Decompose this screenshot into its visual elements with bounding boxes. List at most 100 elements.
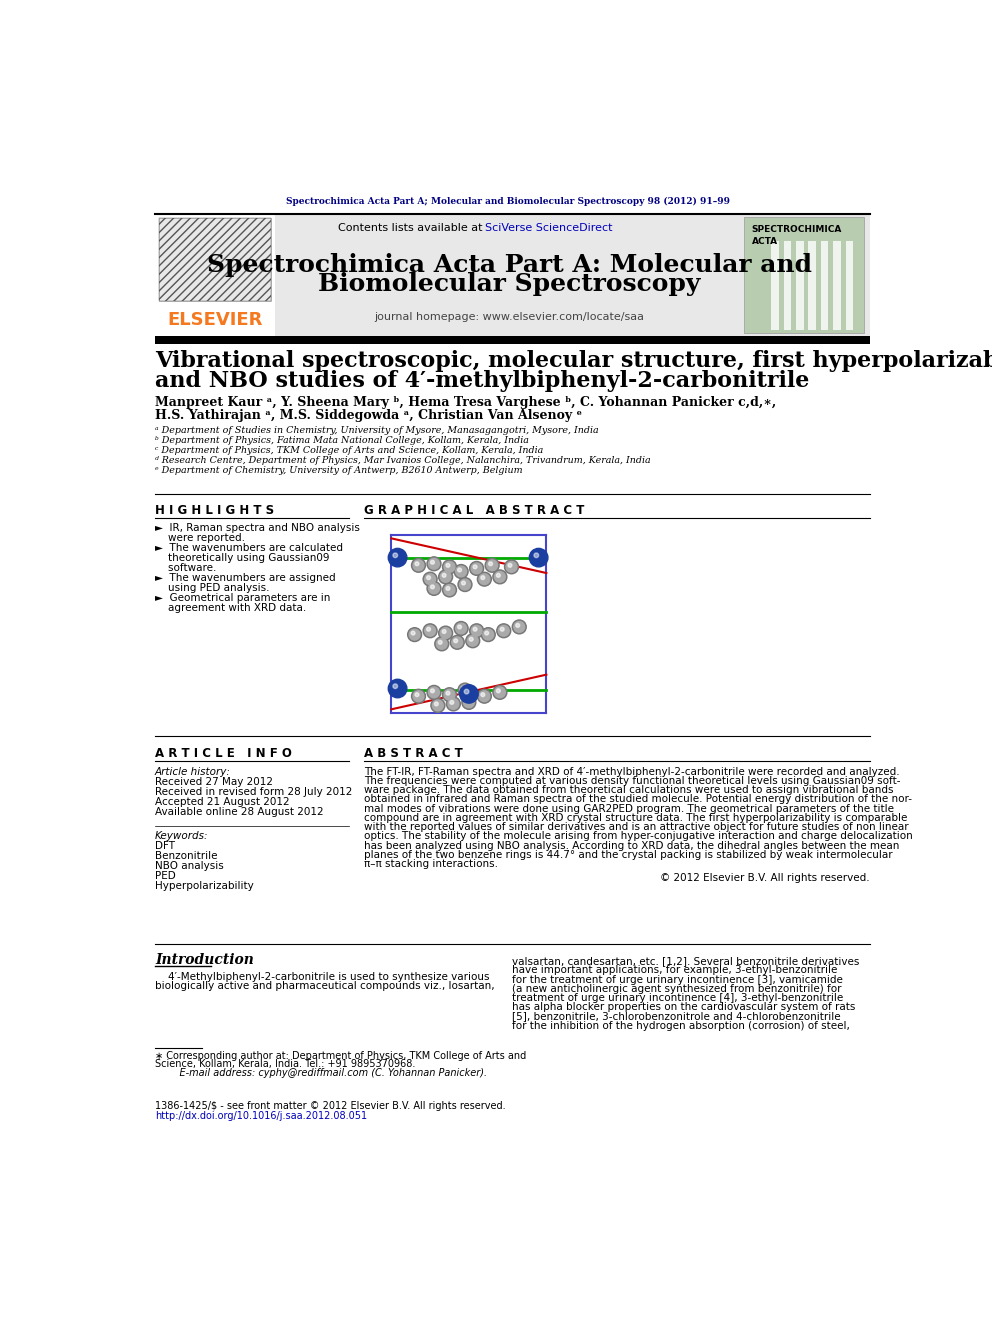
Circle shape xyxy=(459,685,478,703)
Circle shape xyxy=(496,689,500,693)
Circle shape xyxy=(512,620,526,634)
Text: 1386-1425/$ - see front matter © 2012 Elsevier B.V. All rights reserved.: 1386-1425/$ - see front matter © 2012 El… xyxy=(155,1101,506,1111)
Circle shape xyxy=(425,574,435,585)
Text: ᵉ Department of Chemistry, University of Antwerp, B2610 Antwerp, Belgium: ᵉ Department of Chemistry, University of… xyxy=(155,466,523,475)
Text: Benzonitrile: Benzonitrile xyxy=(155,852,217,861)
Circle shape xyxy=(454,565,468,578)
Bar xyxy=(364,523,866,729)
Text: Received in revised form 28 July 2012: Received in revised form 28 July 2012 xyxy=(155,787,352,798)
Circle shape xyxy=(440,572,451,582)
Circle shape xyxy=(489,562,492,566)
Circle shape xyxy=(494,572,505,582)
Circle shape xyxy=(454,622,468,635)
Text: have important applications, for example, 3-ethyl-benzonitrile: have important applications, for example… xyxy=(512,966,837,975)
Text: using PED analysis.: using PED analysis. xyxy=(155,582,270,593)
Text: for the treatment of urge urinary incontinence [3], vamicamide: for the treatment of urge urinary incont… xyxy=(512,975,842,984)
Circle shape xyxy=(427,685,441,700)
Circle shape xyxy=(485,631,489,635)
Circle shape xyxy=(444,561,455,573)
Text: SPECTROCHIMICA
ACTA: SPECTROCHIMICA ACTA xyxy=(752,225,842,246)
Circle shape xyxy=(450,700,453,704)
Circle shape xyxy=(442,688,456,701)
Circle shape xyxy=(534,553,539,557)
Circle shape xyxy=(453,639,457,643)
Circle shape xyxy=(473,565,477,569)
Circle shape xyxy=(451,636,462,648)
Text: ᵃ Department of Studies in Chemistry, University of Mysore, Manasagangotri, Myso: ᵃ Department of Studies in Chemistry, Un… xyxy=(155,426,598,435)
Circle shape xyxy=(436,639,447,650)
Text: valsartan, candesartan, etc. [1,2]. Several benzonitrile derivatives: valsartan, candesartan, etc. [1,2]. Seve… xyxy=(512,957,859,966)
Text: Received 27 May 2012: Received 27 May 2012 xyxy=(155,778,273,787)
Text: obtained in infrared and Raman spectra of the studied molecule. Potential energy: obtained in infrared and Raman spectra o… xyxy=(364,794,913,804)
Bar xyxy=(155,336,870,344)
Circle shape xyxy=(467,635,478,646)
Text: ►  IR, Raman spectra and NBO analysis: ► IR, Raman spectra and NBO analysis xyxy=(155,523,360,533)
Text: biologically active and pharmaceutical compounds viz., losartan,: biologically active and pharmaceutical c… xyxy=(155,980,495,991)
Text: DFT: DFT xyxy=(155,841,175,852)
Circle shape xyxy=(442,583,456,597)
Circle shape xyxy=(471,564,482,574)
Circle shape xyxy=(481,576,485,579)
Circle shape xyxy=(494,687,505,697)
Text: Biomolecular Spectroscopy: Biomolecular Spectroscopy xyxy=(318,273,700,296)
Circle shape xyxy=(425,626,435,636)
Text: software.: software. xyxy=(155,562,216,573)
Circle shape xyxy=(388,548,407,566)
Text: Accepted 21 August 2012: Accepted 21 August 2012 xyxy=(155,798,290,807)
Text: H I G H L I G H T S: H I G H L I G H T S xyxy=(155,504,274,517)
Circle shape xyxy=(433,700,443,710)
Circle shape xyxy=(431,699,444,712)
Circle shape xyxy=(458,683,472,697)
Circle shape xyxy=(438,626,452,640)
Circle shape xyxy=(485,558,499,573)
Text: A B S T R A C T: A B S T R A C T xyxy=(364,746,463,759)
Circle shape xyxy=(413,560,424,570)
Circle shape xyxy=(466,634,480,648)
Text: has alpha blocker properties on the cardiovascular system of rats: has alpha blocker properties on the card… xyxy=(512,1003,855,1012)
Text: ►  Geometrical parameters are in: ► Geometrical parameters are in xyxy=(155,593,330,603)
Circle shape xyxy=(393,684,398,688)
Text: has been analyzed using NBO analysis. According to XRD data, the dihedral angles: has been analyzed using NBO analysis. Ac… xyxy=(364,840,900,851)
Text: compound are in agreement with XRD crystal structure data. The first hyperpolari: compound are in agreement with XRD cryst… xyxy=(364,812,908,823)
Text: π–π stacking interactions.: π–π stacking interactions. xyxy=(364,859,498,869)
Text: 4′-Methylbiphenyl-2-carbonitrile is used to synthesize various: 4′-Methylbiphenyl-2-carbonitrile is used… xyxy=(155,971,489,982)
Circle shape xyxy=(461,687,465,691)
Circle shape xyxy=(431,585,434,589)
Text: ►  The wavenumbers are assigned: ► The wavenumbers are assigned xyxy=(155,573,335,582)
Circle shape xyxy=(465,699,469,703)
Text: optics. The stability of the molecule arising from hyper-conjugative interaction: optics. The stability of the molecule ar… xyxy=(364,831,913,841)
Text: planes of the two benzene rings is 44.7° and the crystal packing is stabilized b: planes of the two benzene rings is 44.7°… xyxy=(364,849,893,860)
Text: PED: PED xyxy=(155,872,176,881)
Text: agreement with XRD data.: agreement with XRD data. xyxy=(155,603,307,613)
Text: ware package. The data obtained from theoretical calculations were used to assig: ware package. The data obtained from the… xyxy=(364,785,894,795)
Text: ∗ Corresponding author at: Department of Physics, TKM College of Arts and: ∗ Corresponding author at: Department of… xyxy=(155,1050,526,1061)
Text: Hyperpolarizability: Hyperpolarizability xyxy=(155,881,254,892)
Circle shape xyxy=(444,585,455,595)
Circle shape xyxy=(411,631,415,635)
Circle shape xyxy=(497,624,511,638)
Text: The frequencies were computed at various density functional theoretical levels u: The frequencies were computed at various… xyxy=(364,775,901,786)
Text: http://dx.doi.org/10.1016/j.saa.2012.08.051: http://dx.doi.org/10.1016/j.saa.2012.08.… xyxy=(155,1111,367,1121)
Circle shape xyxy=(427,582,441,595)
Text: for the inhibition of the hydrogen absorption (corrosion) of steel,: for the inhibition of the hydrogen absor… xyxy=(512,1021,849,1031)
Circle shape xyxy=(496,573,500,577)
Bar xyxy=(808,241,816,329)
Circle shape xyxy=(481,693,485,697)
Text: journal homepage: www.elsevier.com/locate/saa: journal homepage: www.elsevier.com/locat… xyxy=(375,312,645,321)
Circle shape xyxy=(461,581,465,585)
Circle shape xyxy=(448,699,458,709)
Bar xyxy=(744,217,864,333)
Circle shape xyxy=(427,557,441,570)
Circle shape xyxy=(473,627,477,631)
Circle shape xyxy=(438,640,442,644)
Text: G R A P H I C A L   A B S T R A C T: G R A P H I C A L A B S T R A C T xyxy=(364,504,584,517)
Text: Contents lists available at: Contents lists available at xyxy=(338,224,486,233)
Circle shape xyxy=(429,558,439,569)
Circle shape xyxy=(464,689,469,693)
Text: E-mail address: cyphy@rediffmail.com (C. Yohannan Panicker).: E-mail address: cyphy@rediffmail.com (C.… xyxy=(167,1068,487,1078)
Circle shape xyxy=(434,703,438,706)
Bar xyxy=(845,241,853,329)
Circle shape xyxy=(479,574,490,585)
Text: Science, Kollam, Kerala, India. Tel.: +91 9895370968.: Science, Kollam, Kerala, India. Tel.: +9… xyxy=(155,1060,416,1069)
Text: (a new anticholinergic agent synthesized from benzonitrile) for: (a new anticholinergic agent synthesized… xyxy=(512,984,841,994)
